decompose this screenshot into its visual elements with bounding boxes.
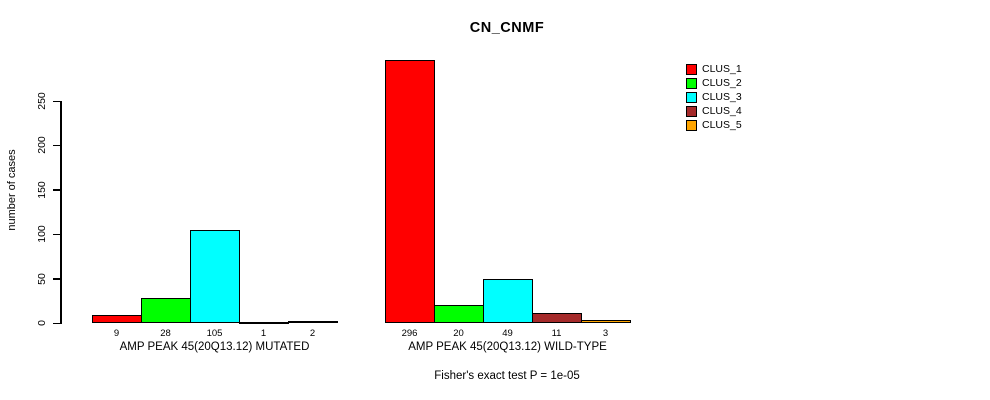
group-label: AMP PEAK 45(20Q13.12) WILD-TYPE [408, 341, 607, 353]
legend-label: CLUS_5 [702, 119, 742, 131]
y-axis-tick-label: 100 [36, 225, 48, 243]
legend-color-swatch [686, 63, 697, 75]
bar-value-label: 105 [206, 328, 223, 339]
bar-clus_2-group2 [434, 305, 484, 323]
bar-value-label: 2 [309, 328, 316, 339]
y-axis-tick [53, 189, 60, 191]
bar-clus_2-group1 [141, 298, 191, 323]
legend-item-clus_4: CLUS_4 [686, 104, 742, 118]
legend: CLUS_1 CLUS_2 CLUS_3 CLUS_4 CLUS_5 [686, 62, 742, 132]
bar-clus_3-group2 [483, 279, 533, 323]
legend-color-swatch [686, 91, 697, 103]
fisher-test-annotation: Fisher's exact test P = 1e-05 [434, 370, 580, 382]
bar-value-label: 296 [401, 328, 418, 339]
y-axis-tick [53, 322, 60, 324]
chart-title: CN_CNMF [469, 20, 545, 36]
bar-clus_1-group1 [92, 315, 142, 323]
bar-value-label: 20 [453, 328, 464, 339]
legend-label: CLUS_2 [702, 77, 742, 89]
legend-color-swatch [686, 77, 697, 89]
bar-value-label: 9 [113, 328, 120, 339]
legend-item-clus_5: CLUS_5 [686, 118, 742, 132]
bar-clus_1-group2 [385, 60, 435, 323]
bar-clus_5-group2 [581, 320, 631, 323]
legend-label: CLUS_1 [702, 63, 742, 75]
legend-label: CLUS_3 [702, 91, 742, 103]
bar-clus_5-group1 [288, 321, 338, 323]
legend-item-clus_1: CLUS_1 [686, 62, 742, 76]
bar-value-label: 11 [551, 328, 562, 339]
y-axis-tick-label: 150 [36, 181, 48, 199]
bar-clus_4-group1 [239, 322, 289, 324]
y-axis-tick [53, 144, 60, 147]
legend-label: CLUS_4 [702, 105, 742, 117]
legend-item-clus_3: CLUS_3 [686, 90, 742, 104]
bar-clus_4-group2 [532, 313, 582, 323]
y-axis-tick [53, 278, 60, 280]
bar-value-label: 49 [502, 328, 513, 339]
legend-color-swatch [686, 119, 697, 131]
group-label: AMP PEAK 45(20Q13.12) MUTATED [119, 341, 310, 353]
y-axis-label: number of cases [6, 149, 18, 231]
bar-value-label: 3 [602, 328, 609, 339]
y-axis-tick-label: 200 [36, 136, 48, 155]
bar-value-label: 28 [160, 328, 171, 339]
legend-color-swatch [686, 105, 697, 117]
y-axis-tick [53, 233, 60, 236]
y-axis-tick-label: 250 [36, 92, 48, 110]
y-axis-line [60, 101, 62, 324]
bar-clus_3-group1 [190, 230, 240, 323]
bar-value-label: 1 [260, 328, 267, 339]
y-axis-tick-label: 50 [36, 272, 48, 285]
y-axis-tick-label: 0 [36, 320, 48, 326]
legend-item-clus_2: CLUS_2 [686, 76, 742, 90]
y-axis-tick [53, 100, 60, 102]
